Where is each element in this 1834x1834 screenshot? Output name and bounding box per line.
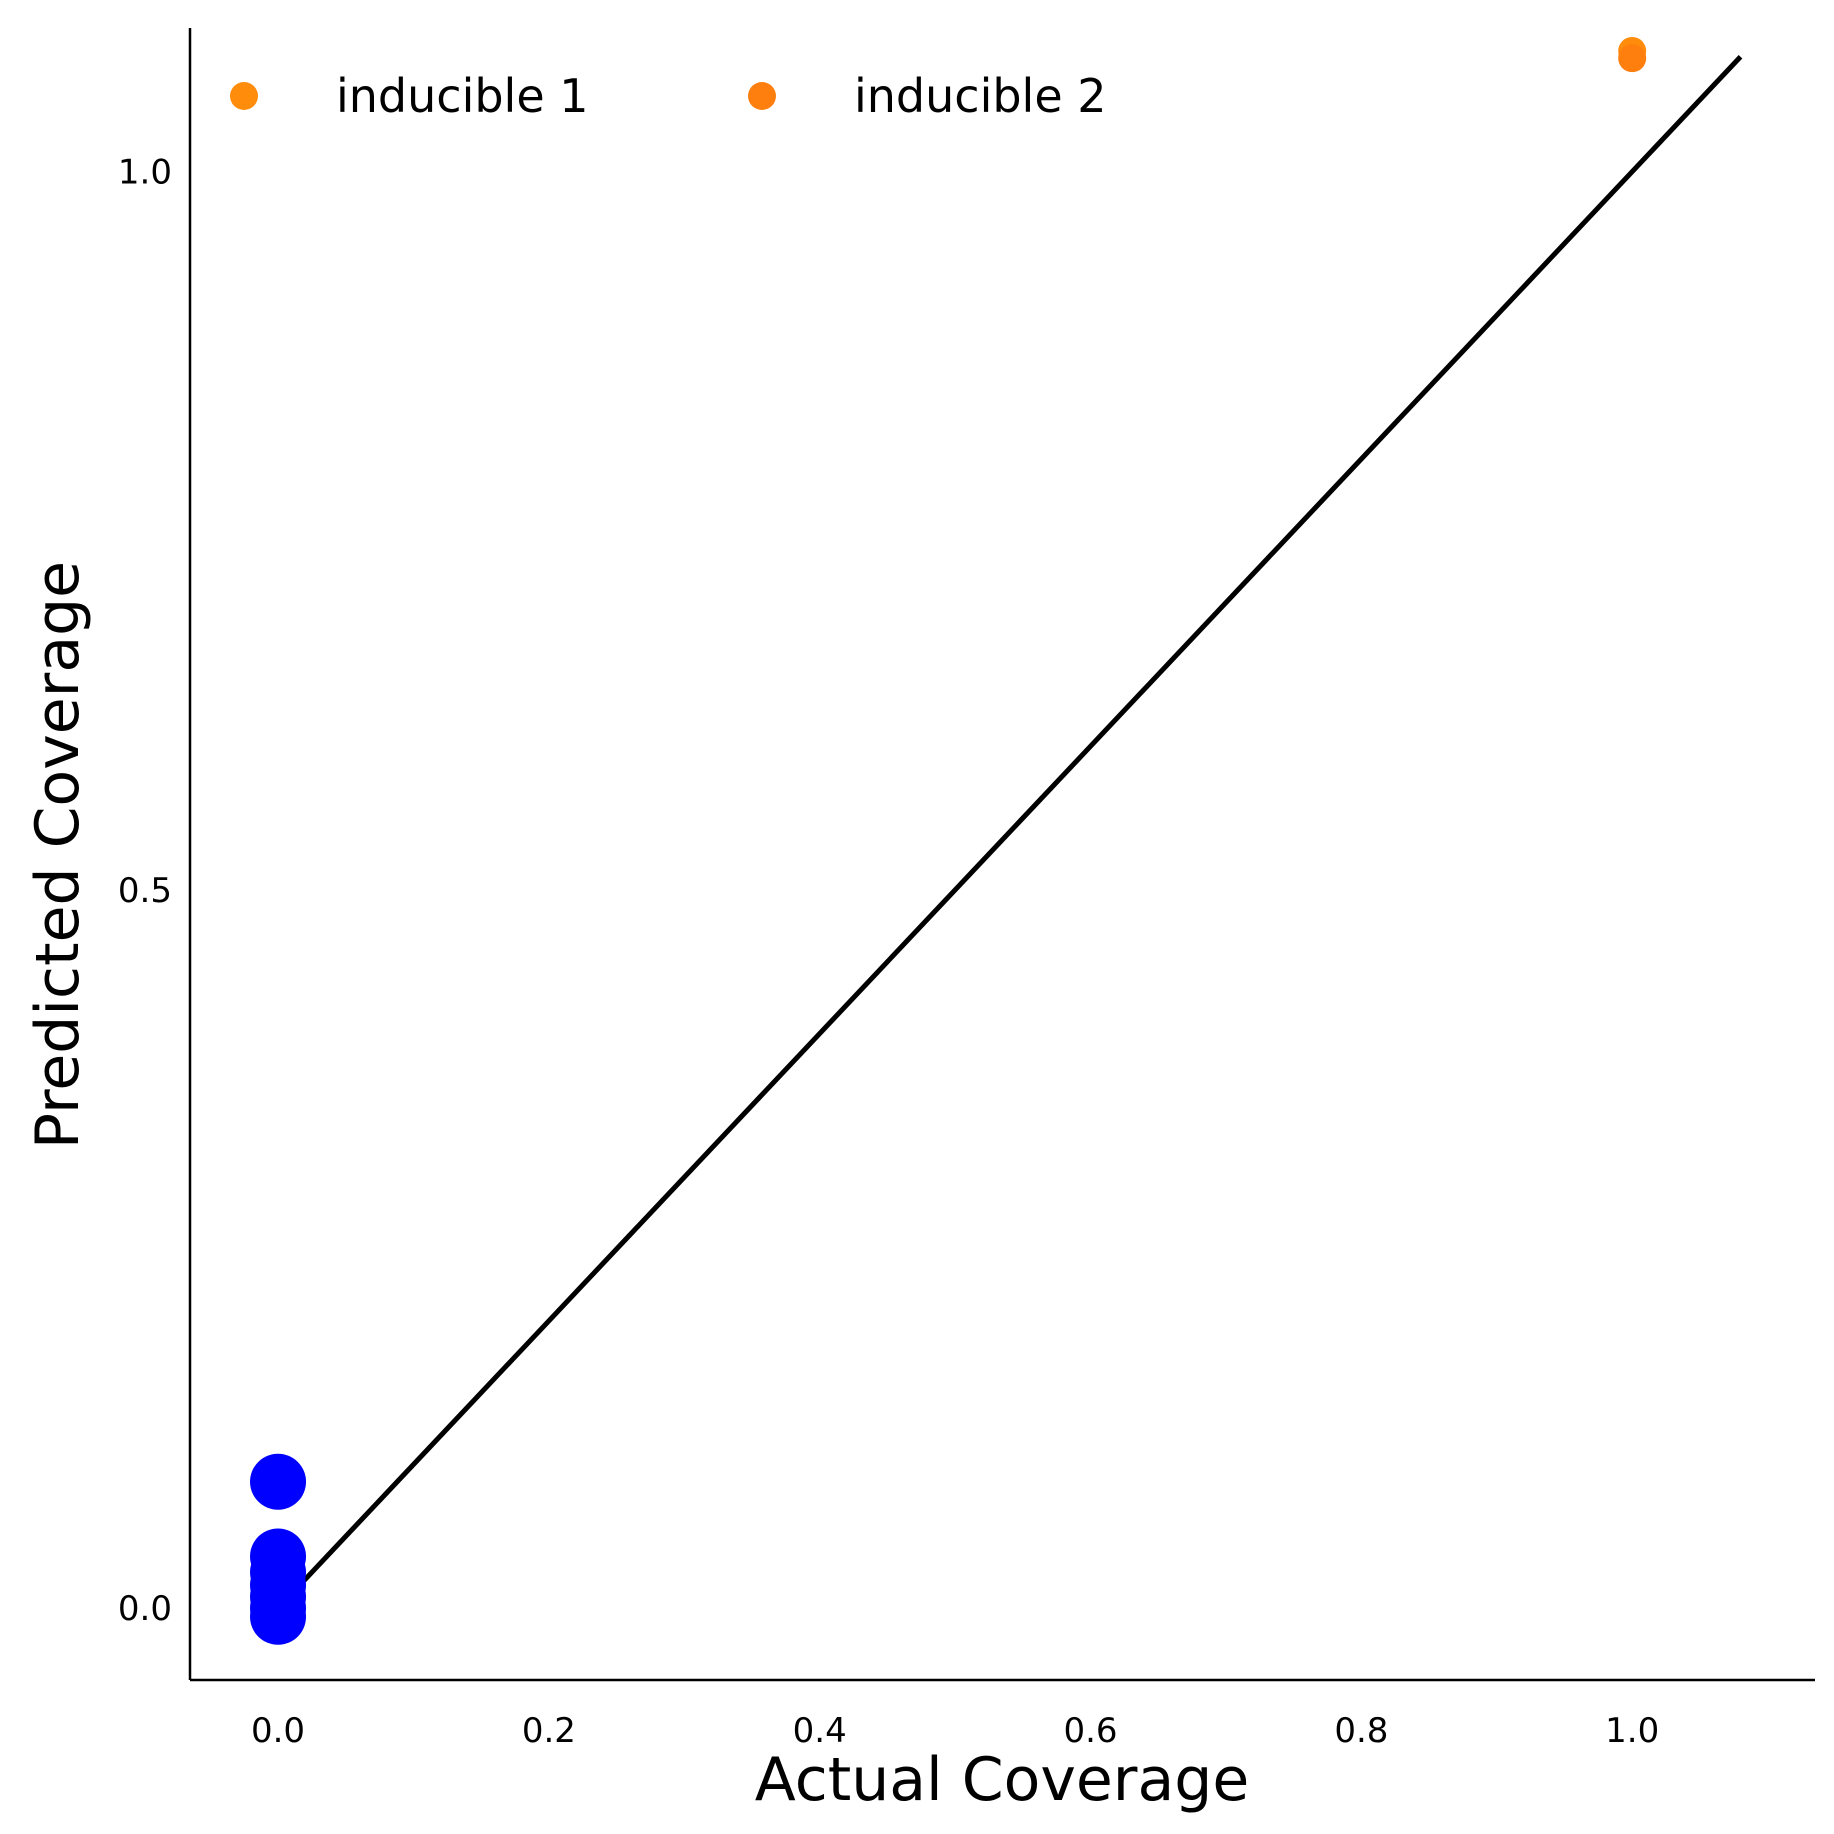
ticks-layer: 0.0 0.2 0.4 0.6 0.8 1.0 0.0 0.5 1.0	[118, 153, 1659, 1751]
x-tick-label: 0.6	[1063, 1711, 1117, 1751]
series-2-point	[250, 1453, 307, 1510]
x-tick-label: 0.8	[1334, 1711, 1388, 1751]
identity-reference-line	[276, 55, 1743, 1610]
x-tick-label: 0.0	[251, 1711, 305, 1751]
legend-marker	[230, 82, 258, 110]
y-tick-label: 0.5	[118, 871, 172, 911]
y-tick-label: 1.0	[118, 153, 172, 193]
y-tick-label: 0.0	[118, 1589, 172, 1629]
axes-layer	[188, 28, 1815, 1682]
marks-layer	[250, 36, 1743, 1645]
x-tick-label: 1.0	[1605, 1711, 1659, 1751]
x-tick-label: 0.2	[522, 1711, 576, 1751]
inducible-2-point	[1618, 44, 1647, 73]
legend-label: inducible 1	[336, 69, 589, 123]
legend: inducible 1 inducible 2	[230, 69, 1107, 123]
y-axis-label: Predicted Coverage	[23, 561, 93, 1149]
x-axis-label: Actual Coverage	[755, 1745, 1250, 1815]
legend-marker	[748, 82, 776, 110]
legend-label: inducible 2	[854, 69, 1107, 123]
x-tick-label: 0.4	[793, 1711, 847, 1751]
series-2-point	[250, 1588, 307, 1645]
